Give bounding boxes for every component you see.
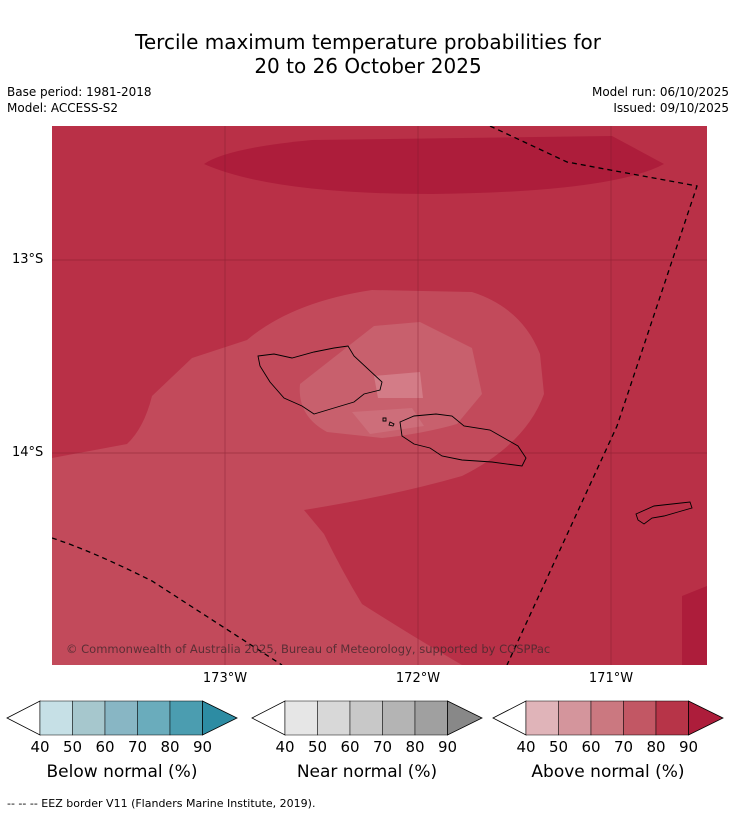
probability-band-60 <box>374 372 423 398</box>
colorbar-above-normal-label: Above normal (%) <box>531 762 685 782</box>
colorbar-tick-label: 70 <box>127 738 148 756</box>
colorbar-segment <box>104 700 138 736</box>
colorbar-segment <box>169 700 203 736</box>
colorbar-near-normal-label: Near normal (%) <box>296 762 438 782</box>
colorbar-segment <box>284 700 318 736</box>
meta-left: Base period: 1981-2018 Model: ACCESS-S2 <box>7 84 152 116</box>
probability-band-90 <box>204 136 664 194</box>
colorbar-under-arrow <box>6 700 41 736</box>
copyright-text: © Commonwealth of Australia 2025, Bureau… <box>66 642 550 656</box>
colorbar-tick-label: 50 <box>548 738 569 756</box>
eez-border-southwest <box>52 537 283 665</box>
colorbar-tick-label: 50 <box>62 738 83 756</box>
colorbar-tick-label: 80 <box>646 738 666 756</box>
colorbar-near-normal <box>251 700 483 736</box>
colorbar-over-arrow <box>688 700 724 736</box>
apolima-island <box>382 417 387 422</box>
lon-label-173w: 173°W <box>202 671 248 686</box>
colorbar-segment <box>39 700 73 736</box>
model-name: Model: ACCESS-S2 <box>7 101 119 115</box>
colorbar-tick-label: 60 <box>340 738 360 756</box>
colorbar-segment <box>137 700 171 736</box>
colorbar-segment <box>72 700 106 736</box>
map-panel: © Commonwealth of Australia 2025, Bureau… <box>52 126 707 665</box>
colorbar-under-arrow <box>251 700 286 736</box>
colorbar-segment <box>525 700 559 736</box>
savaii-island <box>257 345 383 415</box>
colorbar-segment <box>414 700 448 736</box>
colorbar-tick-label: 90 <box>192 738 213 756</box>
lon-label-172w: 172°W <box>395 671 441 686</box>
colorbar-tick-label: 90 <box>678 738 699 756</box>
colorbar-tick-label: 70 <box>613 738 634 756</box>
colorbar-tick-label: 40 <box>275 738 295 756</box>
colorbar-segment <box>382 700 416 736</box>
lat-label-14s: 14°S <box>12 445 44 460</box>
colorbar-segment <box>349 700 383 736</box>
colorbar-tick-label: 40 <box>516 738 536 756</box>
issued-date: Issued: 09/10/2025 <box>613 101 729 115</box>
colorbar-segment <box>317 700 351 736</box>
colorbar-over-arrow <box>447 700 483 736</box>
colorbar-tick-label: 70 <box>372 738 393 756</box>
probability-band-60-south <box>352 408 424 434</box>
colorbar-tick-label: 50 <box>307 738 328 756</box>
colorbar-tick-label: 60 <box>581 738 601 756</box>
title-line-1: Tercile maximum temperature probabilitie… <box>135 30 601 54</box>
colorbar-segment <box>623 700 657 736</box>
base-period: Base period: 1981-2018 <box>7 85 152 99</box>
colorbar-under-arrow <box>492 700 527 736</box>
colorbar-tick-label: 60 <box>95 738 115 756</box>
model-run: Model run: 06/10/2025 <box>591 85 729 99</box>
eez-border-east <box>489 126 698 665</box>
colorbar-tick-label: 90 <box>437 738 458 756</box>
eez-border <box>52 126 698 665</box>
graticule <box>52 126 707 665</box>
lat-label-13s: 13°S <box>12 252 44 267</box>
colorbar-tick-label: 80 <box>160 738 180 756</box>
colorbar-tick-label: 40 <box>30 738 50 756</box>
colorbar-below-normal-label: Below normal (%) <box>46 762 198 782</box>
coastlines <box>257 345 693 525</box>
probability-band-90-right <box>682 586 707 665</box>
colorbar-below-normal <box>6 700 238 736</box>
colorbar-segment <box>590 700 624 736</box>
meta-right: Model run: 06/10/2025 Issued: 09/10/2025 <box>592 84 729 116</box>
manono-island <box>388 421 395 427</box>
colorbar-over-arrow <box>202 700 238 736</box>
upolu-island <box>399 413 527 467</box>
colorbar-segment <box>655 700 689 736</box>
title-line-2: 20 to 26 October 2025 <box>254 54 482 78</box>
eez-footnote: -- -- -- EEZ border V11 (Flanders Marine… <box>7 797 316 810</box>
lon-label-171w: 171°W <box>588 671 634 686</box>
tutuila-island <box>635 501 693 525</box>
colorbar-above-normal <box>492 700 724 736</box>
colorbar-tick-label: 80 <box>405 738 425 756</box>
chart-title: Tercile maximum temperature probabilitie… <box>0 30 736 78</box>
colorbar-segment <box>558 700 592 736</box>
